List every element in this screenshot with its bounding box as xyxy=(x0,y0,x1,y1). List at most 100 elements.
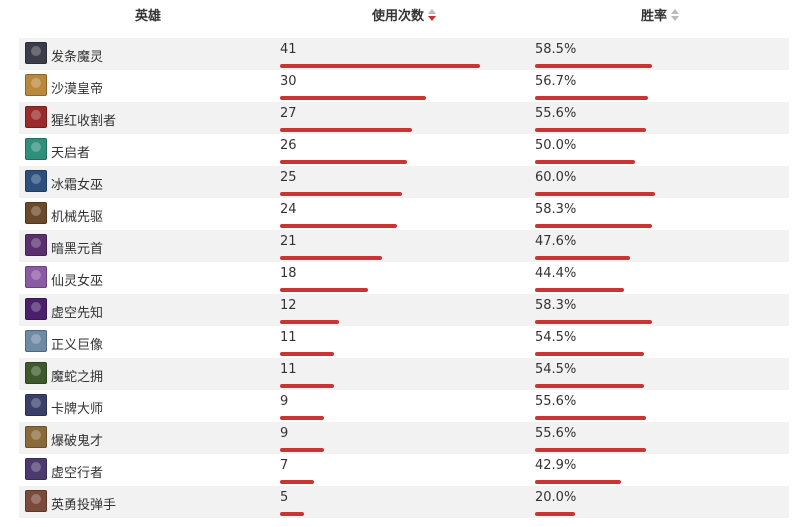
table-row: 虚空先知 12 58.3% xyxy=(19,294,789,326)
table-header: 英雄 使用次数 胜率 xyxy=(0,0,811,30)
hero-name[interactable]: 正义巨像 xyxy=(51,338,104,353)
win-rate: 55.6% xyxy=(535,426,577,441)
usage-count: 21 xyxy=(280,234,297,249)
win-rate: 60.0% xyxy=(535,170,577,185)
table-row: 猩红收割者 27 55.6% xyxy=(19,102,789,134)
hero-syndra-icon[interactable] xyxy=(25,234,47,256)
usage-count-bar xyxy=(280,352,334,356)
rate-column-label: 胜率 xyxy=(641,9,668,24)
hero-ziggs-icon[interactable] xyxy=(25,426,47,448)
count-column-label: 使用次数 xyxy=(372,9,425,24)
win-rate: 42.9% xyxy=(535,458,577,473)
win-rate: 58.3% xyxy=(535,298,577,313)
usage-count-bar xyxy=(280,192,402,196)
win-rate: 20.0% xyxy=(535,490,577,505)
rate-column-header[interactable]: 胜率 xyxy=(641,5,680,24)
usage-count: 9 xyxy=(280,394,289,409)
hero-name[interactable]: 魔蛇之拥 xyxy=(51,370,104,385)
table-row: 暗黑元首 21 47.6% xyxy=(19,230,789,262)
win-rate-bar xyxy=(535,128,646,132)
table-row: 英勇投弹手 5 20.0% xyxy=(19,486,789,518)
usage-count-bar xyxy=(280,512,304,516)
hero-corki-icon[interactable] xyxy=(25,490,47,512)
win-rate-bar xyxy=(535,352,644,356)
win-rate-bar xyxy=(535,320,652,324)
usage-count: 18 xyxy=(280,266,297,281)
usage-count-bar xyxy=(280,256,382,260)
hero-azir-icon[interactable] xyxy=(25,74,47,96)
usage-count: 26 xyxy=(280,138,297,153)
count-column-header[interactable]: 使用次数 xyxy=(372,5,437,24)
hero-kassadin-icon[interactable] xyxy=(25,458,47,480)
win-rate: 56.7% xyxy=(535,74,577,89)
win-rate: 44.4% xyxy=(535,266,577,281)
win-rate-bar xyxy=(535,448,646,452)
table-row: 仙灵女巫 18 44.4% xyxy=(19,262,789,294)
hero-name[interactable]: 沙漠皇帝 xyxy=(51,82,104,97)
win-rate-bar xyxy=(535,64,652,68)
hero-stats-table: 发条魔灵 41 58.5% 沙漠皇帝 30 56.7% 猩红收割者 27 55.6% 天启者 26 5… xyxy=(19,38,789,518)
hero-name[interactable]: 爆破鬼才 xyxy=(51,434,104,449)
win-rate: 58.5% xyxy=(535,42,577,57)
win-rate-bar xyxy=(535,480,621,484)
win-rate: 58.3% xyxy=(535,202,577,217)
table-row: 天启者 26 50.0% xyxy=(19,134,789,166)
hero-viktor-icon[interactable] xyxy=(25,202,47,224)
win-rate: 54.5% xyxy=(535,330,577,345)
win-rate-bar xyxy=(535,192,655,196)
win-rate: 55.6% xyxy=(535,394,577,409)
table-row: 正义巨像 11 54.5% xyxy=(19,326,789,358)
hero-lulu-icon[interactable] xyxy=(25,266,47,288)
win-rate: 47.6% xyxy=(535,234,577,249)
hero-name[interactable]: 暗黑元首 xyxy=(51,242,104,257)
hero-name[interactable]: 天启者 xyxy=(51,146,91,161)
hero-lissandra-icon[interactable] xyxy=(25,170,47,192)
win-rate-bar xyxy=(535,160,635,164)
win-rate: 50.0% xyxy=(535,138,577,153)
usage-count-bar xyxy=(280,224,397,228)
hero-galio-icon[interactable] xyxy=(25,330,47,352)
hero-name[interactable]: 猩红收割者 xyxy=(51,114,117,129)
hero-column-header: 英雄 xyxy=(135,9,162,24)
hero-name[interactable]: 冰霜女巫 xyxy=(51,178,104,193)
usage-count: 12 xyxy=(280,298,297,313)
hero-name[interactable]: 卡牌大师 xyxy=(51,402,104,417)
sort-desc-icon[interactable] xyxy=(428,9,437,21)
hero-name[interactable]: 虚空先知 xyxy=(51,306,104,321)
hero-name[interactable]: 仙灵女巫 xyxy=(51,274,104,289)
hero-twistedfate-icon[interactable] xyxy=(25,394,47,416)
usage-count: 11 xyxy=(280,362,297,377)
win-rate: 55.6% xyxy=(535,106,577,121)
usage-count-bar xyxy=(280,320,339,324)
usage-count-bar xyxy=(280,160,407,164)
table-row: 沙漠皇帝 30 56.7% xyxy=(19,70,789,102)
table-row: 机械先驱 24 58.3% xyxy=(19,198,789,230)
hero-name[interactable]: 虚空行者 xyxy=(51,466,104,481)
hero-orianna-icon[interactable] xyxy=(25,42,47,64)
usage-count: 11 xyxy=(280,330,297,345)
usage-count: 30 xyxy=(280,74,297,89)
hero-malzahar-icon[interactable] xyxy=(25,298,47,320)
usage-count-bar xyxy=(280,96,426,100)
usage-count: 27 xyxy=(280,106,297,121)
table-row: 虚空行者 7 42.9% xyxy=(19,454,789,486)
win-rate-bar xyxy=(535,96,648,100)
usage-count: 25 xyxy=(280,170,297,185)
usage-count: 24 xyxy=(280,202,297,217)
hero-name[interactable]: 发条魔灵 xyxy=(51,50,104,65)
win-rate-bar xyxy=(535,224,652,228)
usage-count-bar xyxy=(280,480,314,484)
win-rate-bar xyxy=(535,512,575,516)
win-rate-bar xyxy=(535,256,630,260)
hero-karma-icon[interactable] xyxy=(25,138,47,160)
table-row: 发条魔灵 41 58.5% xyxy=(19,38,789,70)
usage-count-bar xyxy=(280,416,324,420)
hero-vladimir-icon[interactable] xyxy=(25,106,47,128)
usage-count-bar xyxy=(280,288,368,292)
hero-name[interactable]: 机械先驱 xyxy=(51,210,104,225)
hero-name[interactable]: 英勇投弹手 xyxy=(51,498,117,513)
usage-count: 5 xyxy=(280,490,289,505)
win-rate-bar xyxy=(535,416,646,420)
hero-cassiopeia-icon[interactable] xyxy=(25,362,47,384)
sort-icon[interactable] xyxy=(671,9,680,21)
